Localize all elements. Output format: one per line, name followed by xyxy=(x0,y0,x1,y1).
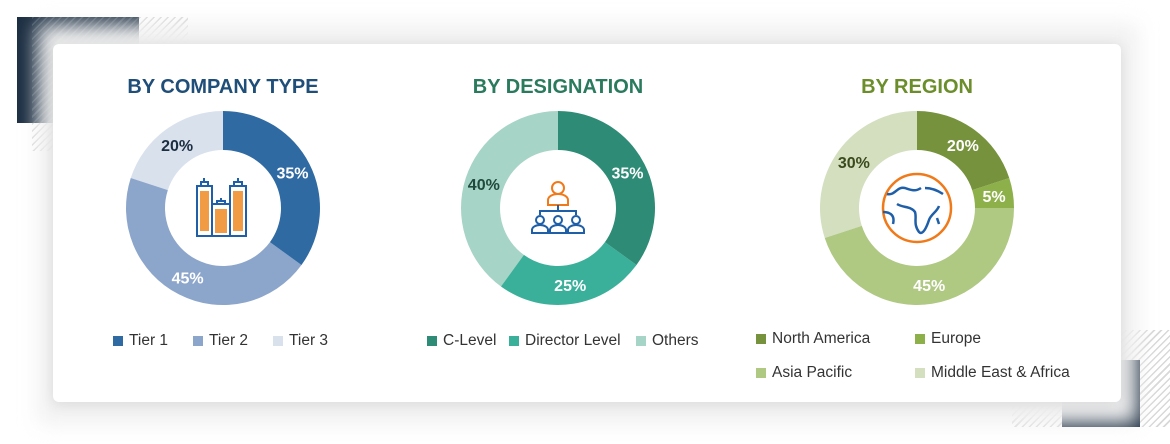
org-hierarchy-icon xyxy=(531,181,585,234)
data-label: 25% xyxy=(554,278,586,295)
legend-label: Director Level xyxy=(525,332,621,349)
donut-slice-tier-3 xyxy=(130,111,223,191)
legend-label: Tier 1 xyxy=(129,332,169,349)
legend-item: North America xyxy=(756,330,870,348)
data-label: 35% xyxy=(611,166,643,183)
legend-item: Tier 1 xyxy=(113,332,168,350)
legend-label: C-Level xyxy=(443,332,497,349)
data-label: 20% xyxy=(161,138,193,155)
donut-slice-others xyxy=(461,111,558,287)
legend-item: Asia Pacific xyxy=(756,364,852,382)
legend-swatch xyxy=(113,336,123,346)
title-designation: BY DESIGNATION xyxy=(472,76,644,98)
legend-swatch xyxy=(915,368,925,378)
legend-label: Tier 3 xyxy=(289,332,329,349)
donut-slice-europe xyxy=(972,178,1014,208)
title-company-type: BY COMPANY TYPE xyxy=(127,76,319,98)
donut-slice-tier-1 xyxy=(223,111,320,266)
legend-item: Tier 2 xyxy=(193,332,248,350)
donut-slice-asia-pacific xyxy=(824,208,1014,305)
donut-slice-c-level xyxy=(558,111,655,266)
legend-swatch xyxy=(427,336,437,346)
legend-swatch xyxy=(636,336,646,346)
legend-label: North America xyxy=(772,330,871,347)
legend-item: Director Level xyxy=(509,332,621,350)
globe-icon xyxy=(881,172,953,244)
donut-slice-tier-2 xyxy=(125,178,302,305)
legend-item: Middle East & Africa xyxy=(915,364,1070,382)
legend-item: C-Level xyxy=(427,332,496,350)
legend-item: Europe xyxy=(915,330,981,348)
data-label: 35% xyxy=(276,166,308,183)
legend-item: Tier 3 xyxy=(273,332,328,350)
legend-swatch xyxy=(756,334,766,344)
data-label: 5% xyxy=(982,189,1005,206)
data-label: 40% xyxy=(468,177,500,194)
legend-swatch xyxy=(273,336,283,346)
legend-label: Tier 2 xyxy=(209,332,249,349)
legend-label: Others xyxy=(652,332,699,349)
data-label: 45% xyxy=(172,270,204,287)
legend-label: Middle East & Africa xyxy=(931,364,1070,381)
legend-swatch xyxy=(509,336,519,346)
data-label: 20% xyxy=(947,138,979,155)
donut-slice-director-level xyxy=(500,242,637,306)
title-region: BY REGION xyxy=(861,76,973,98)
data-label: 30% xyxy=(838,155,870,172)
legend-item: Others xyxy=(636,332,699,350)
donut-slice-north-america xyxy=(917,110,1010,191)
donut-slice-middle-east-africa xyxy=(819,111,917,238)
legend-swatch xyxy=(915,334,925,344)
legend-label: Asia Pacific xyxy=(772,364,853,381)
data-label: 45% xyxy=(913,278,945,295)
buildings-icon xyxy=(196,178,247,237)
legend-swatch xyxy=(756,368,766,378)
legend-swatch xyxy=(193,336,203,346)
legend-label: Europe xyxy=(931,330,981,347)
